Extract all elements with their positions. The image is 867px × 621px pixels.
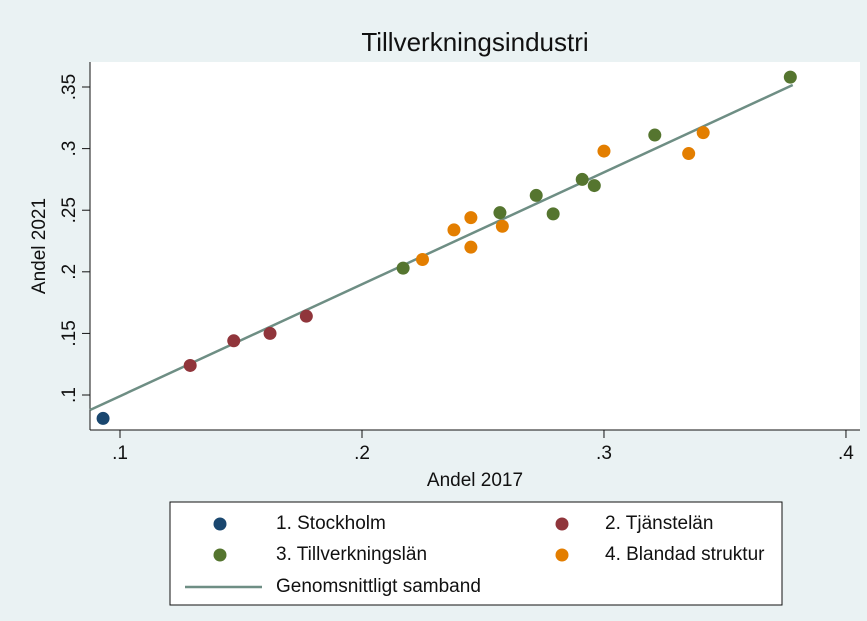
point (447, 223, 461, 237)
legend-label: 2. Tjänstelän (605, 513, 713, 534)
y-axis-label: Andel 2021 (29, 198, 50, 294)
point (415, 252, 429, 266)
fit-line (89, 83, 794, 412)
point (529, 188, 543, 202)
point (493, 206, 507, 220)
point (464, 240, 478, 254)
point (495, 219, 509, 233)
x-tick-label: .3 (596, 443, 612, 464)
legend-marker (213, 548, 227, 562)
point (696, 126, 710, 140)
point (587, 179, 601, 193)
legend-label: 3. Tillverkningslän (276, 544, 427, 565)
point (396, 261, 410, 275)
point (597, 144, 611, 158)
legend-marker (213, 517, 227, 531)
point (263, 326, 277, 340)
point (682, 147, 696, 161)
point (575, 172, 589, 186)
point (546, 207, 560, 221)
legend-marker (555, 548, 569, 562)
point (464, 211, 478, 225)
point (648, 128, 662, 142)
x-tick-label: .4 (838, 443, 854, 464)
x-tick-label: .1 (112, 443, 128, 464)
y-tick-label: .25 (59, 197, 80, 223)
x-axis-label: Andel 2017 (427, 470, 523, 491)
legend-label: Genomsnittligt samband (276, 576, 481, 597)
chart-title: Tillverkningsindustri (361, 27, 588, 57)
y-tick-label: .2 (59, 264, 80, 280)
y-tick-label: .3 (59, 141, 80, 157)
point (783, 70, 797, 84)
legend-marker (555, 517, 569, 531)
point (299, 309, 313, 323)
y-tick-label: .35 (59, 74, 80, 100)
legend (169, 501, 783, 606)
point (96, 411, 110, 425)
y-tick-label: .1 (59, 387, 80, 403)
y-tick-label: .15 (59, 320, 80, 346)
point (183, 358, 197, 372)
point (227, 334, 241, 348)
legend-label: 1. Stockholm (276, 513, 386, 534)
legend-label: 4. Blandad struktur (605, 544, 765, 565)
x-tick-label: .2 (354, 443, 370, 464)
